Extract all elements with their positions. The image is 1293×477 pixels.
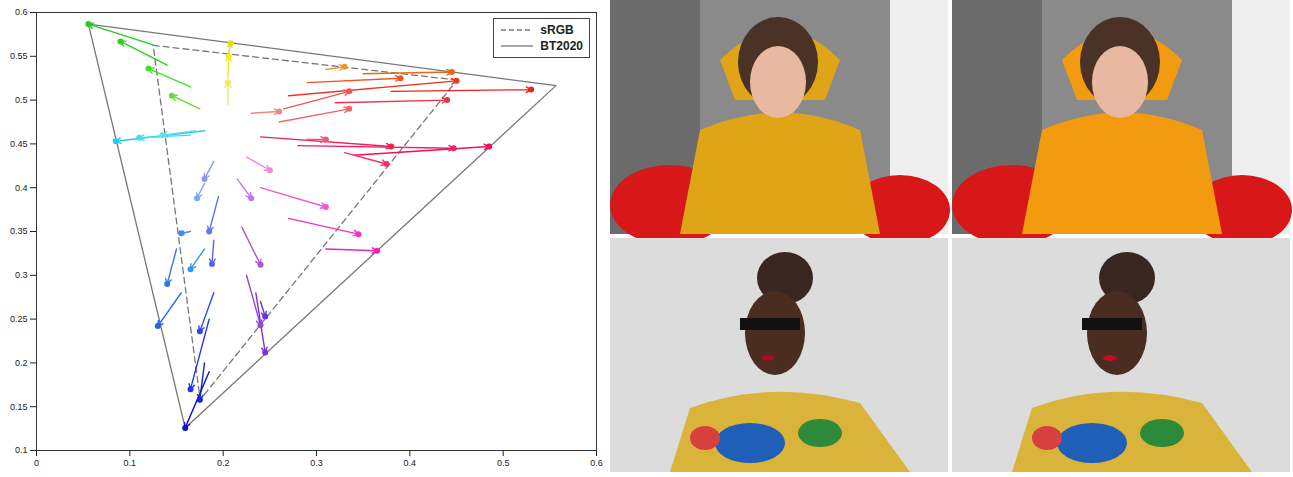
- svg-text:0.2: 0.2: [15, 358, 28, 368]
- svg-text:0.6: 0.6: [590, 458, 603, 468]
- svg-text:0.55: 0.55: [10, 51, 28, 61]
- svg-text:0.5: 0.5: [15, 95, 28, 105]
- svg-text:0.1: 0.1: [124, 458, 137, 468]
- svg-text:0.3: 0.3: [15, 270, 28, 280]
- svg-text:0.3: 0.3: [310, 458, 323, 468]
- svg-text:0.45: 0.45: [10, 139, 28, 149]
- svg-text:0.4: 0.4: [404, 458, 417, 468]
- svg-text:0.15: 0.15: [10, 402, 28, 412]
- svg-text:0.2: 0.2: [217, 458, 230, 468]
- svg-text:0.35: 0.35: [10, 226, 28, 236]
- svg-text:0: 0: [34, 458, 39, 468]
- svg-text:0.6: 0.6: [15, 7, 28, 17]
- html-text:sRGB: sRGB: [540, 23, 574, 37]
- svg-text:0.1: 0.1: [15, 445, 28, 455]
- svg-text:0.4: 0.4: [15, 183, 28, 193]
- html-text:BT2020: BT2020: [540, 39, 583, 53]
- svg-text:0.5: 0.5: [497, 458, 510, 468]
- svg-text:0.25: 0.25: [10, 314, 28, 324]
